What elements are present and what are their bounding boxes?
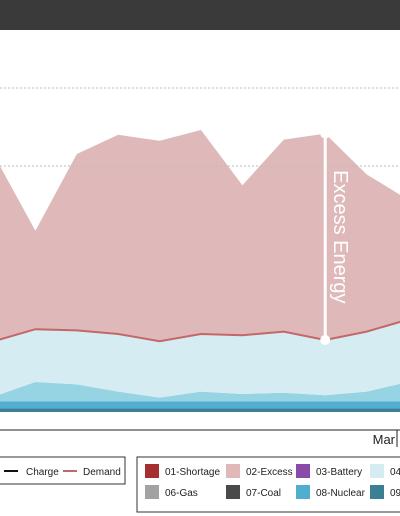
legend-swatch-7 xyxy=(296,485,310,499)
legend-swatch-8 xyxy=(370,485,384,499)
area-09-hydro xyxy=(0,408,400,412)
legend-label-demand: Demand xyxy=(83,467,121,478)
top-bar xyxy=(0,0,400,30)
demand-line xyxy=(0,320,400,343)
legend-label-charge: Charge xyxy=(26,467,59,478)
legend-label-7: 08-Nuclear xyxy=(316,488,366,499)
legend-label-2: 02-Excess xyxy=(246,467,293,478)
legend-label-6: 07-Coal xyxy=(246,488,281,499)
legend-swatch-2 xyxy=(226,464,240,478)
legend-swatch-3 xyxy=(296,464,310,478)
legend-swatch-1 xyxy=(145,464,159,478)
legend-swatch-5 xyxy=(145,485,159,499)
legend-label-3: 03-Battery xyxy=(316,467,362,478)
line-layer xyxy=(0,320,400,343)
legend-label-5: 06-Gas xyxy=(165,488,198,499)
legend-box-left xyxy=(0,456,126,485)
grid-layer xyxy=(0,87,400,167)
x-tick-label: Mar xyxy=(373,432,396,447)
annotation-label: Excess Energy xyxy=(329,170,351,303)
area-08-nuclear xyxy=(0,401,400,409)
area-04 xyxy=(0,382,400,402)
legend-box-right xyxy=(136,456,400,513)
area-layer xyxy=(0,130,400,412)
legend-label-4: 04 xyxy=(390,467,400,478)
annotation-layer: Excess Energy xyxy=(320,128,351,345)
legend: Charge Demand 01-Shortage 02-Excess 03-Batte… xyxy=(0,456,400,513)
legend-label-8: 09 xyxy=(390,488,400,499)
x-axis: Mar xyxy=(0,429,400,447)
area-02-excess xyxy=(0,130,400,342)
annotation-dot-bottom xyxy=(320,335,331,345)
area-demand xyxy=(0,321,400,398)
legend-swatch-4 xyxy=(370,464,384,478)
annotation-dot-top xyxy=(320,128,331,139)
legend-swatch-6 xyxy=(226,485,240,499)
legend-label-1: 01-Shortage xyxy=(165,467,220,478)
